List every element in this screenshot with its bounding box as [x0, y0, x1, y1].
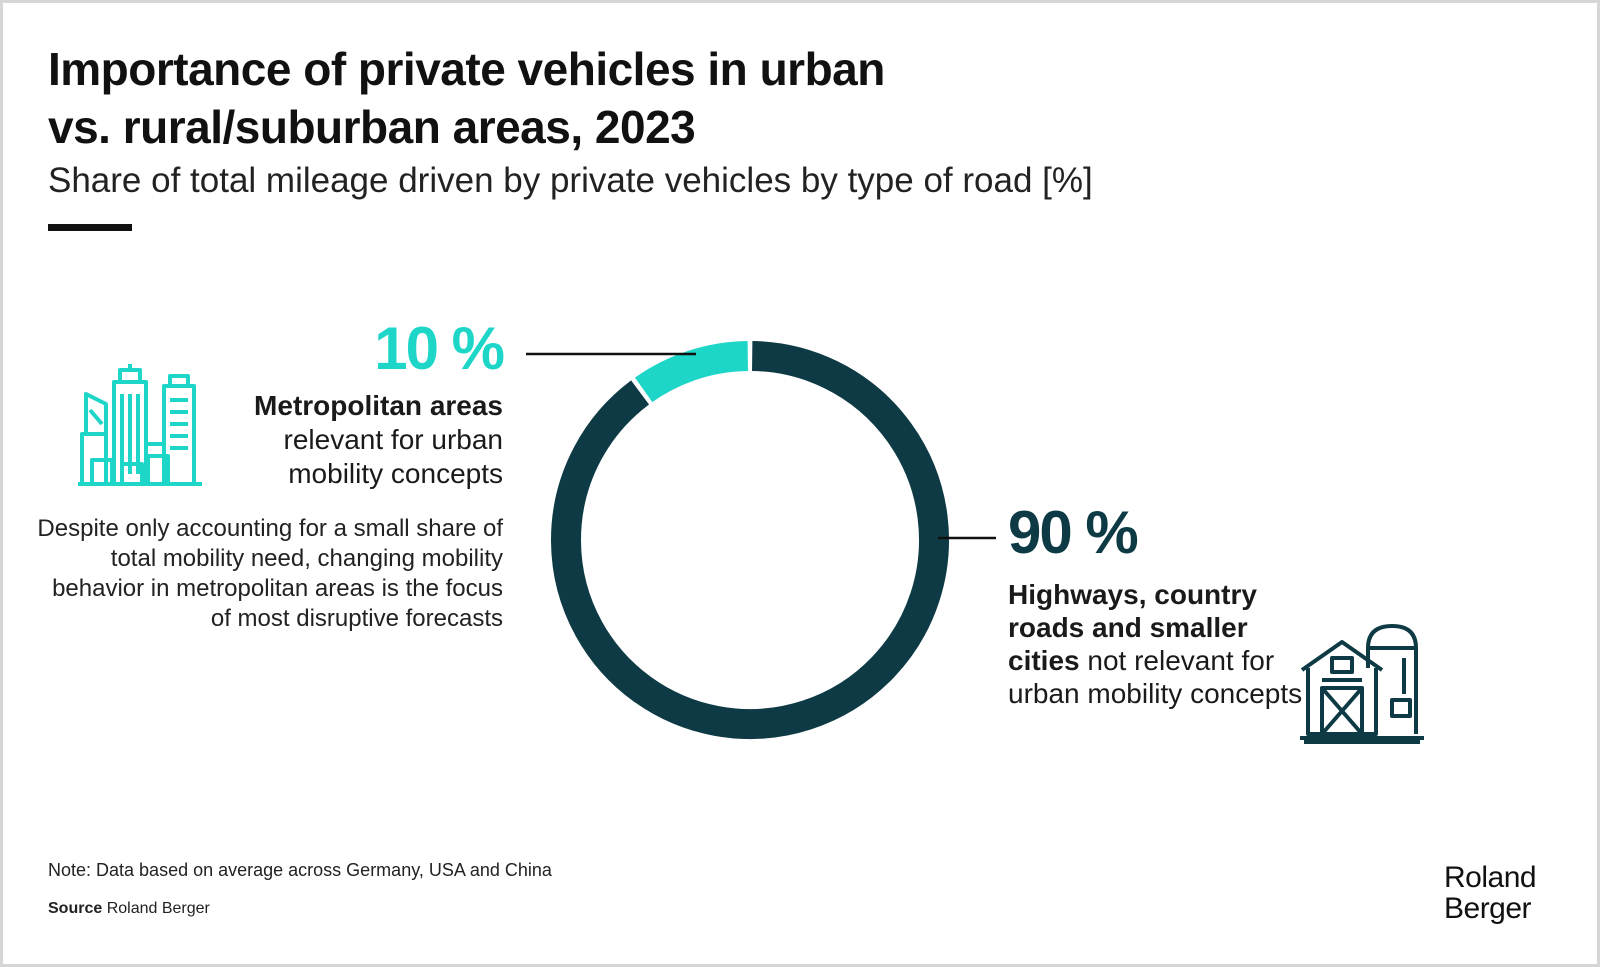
donut-slice-urban: [634, 341, 749, 403]
source-value: Roland Berger: [106, 900, 210, 917]
farm-barn-icon: [1300, 624, 1424, 744]
logo-line1: Roland: [1444, 861, 1537, 894]
donut-slice-rural: [551, 341, 949, 739]
source-label: Source: [48, 900, 103, 917]
chart-subtitle: Share of total mileage driven by private…: [48, 161, 1093, 200]
chart-title-line2: vs. rural/suburban areas, 2023: [48, 101, 696, 153]
footnote: Note: Data based on average across Germa…: [48, 860, 552, 880]
rural-label-bold: Highways, country roads and smaller citi…: [1008, 579, 1257, 676]
urban-note: Despite only accounting for a small shar…: [37, 515, 503, 632]
chart-title: Importance of private vehicles in urban …: [48, 40, 1148, 156]
city-skyline-icon: [78, 364, 202, 486]
rural-label: Highways, country roads and smaller citi…: [1008, 578, 1308, 710]
urban-percent-label: 10 %: [374, 315, 505, 382]
rural-label-rest: not relevant for urban mobility concepts: [1008, 645, 1303, 709]
urban-label-rest: relevant for urban mobility concepts: [283, 424, 503, 489]
title-underline: [48, 224, 132, 231]
infographic-card: [3, 3, 1597, 964]
source-line: Source Roland Berger: [48, 900, 210, 918]
chart-title-line1: Importance of private vehicles in urban: [48, 43, 885, 95]
logo-line2: Berger: [1444, 892, 1532, 925]
urban-label: Metropolitan areas relevant for urban mo…: [183, 389, 503, 491]
urban-label-bold: Metropolitan areas: [254, 390, 503, 421]
rural-percent-label: 90 %: [1008, 499, 1139, 566]
roland-berger-logo: Roland Berger: [1444, 862, 1574, 924]
